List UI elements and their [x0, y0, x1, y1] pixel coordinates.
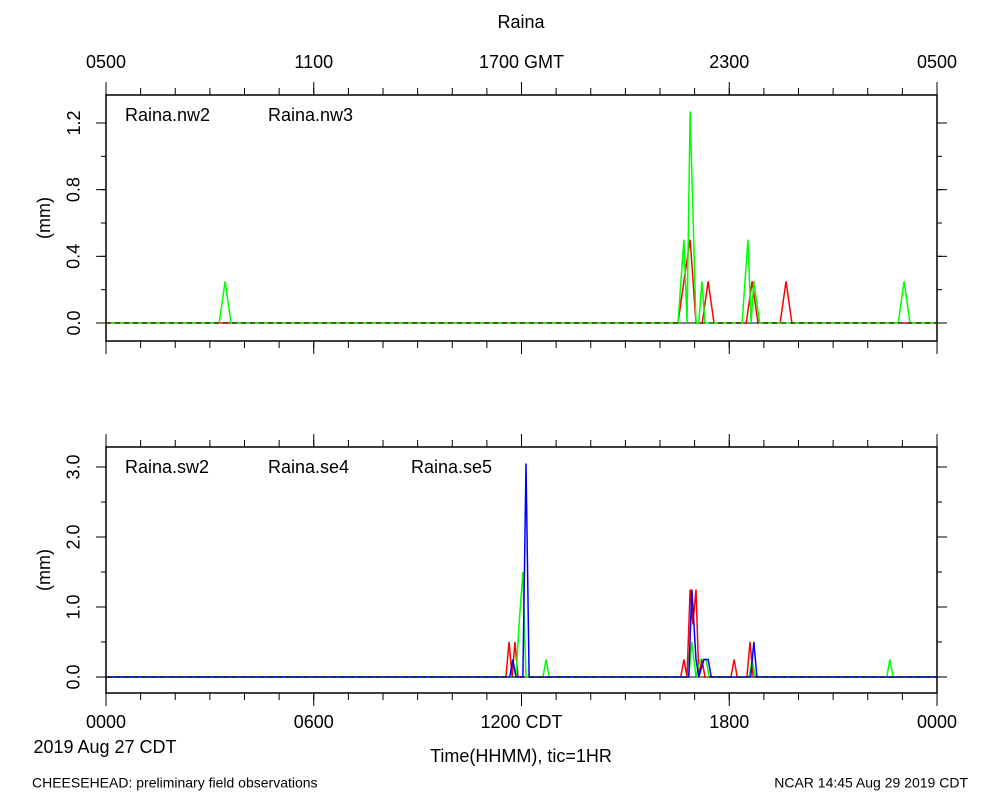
legend-entry: Raina.sw2 — [125, 457, 209, 477]
y-axis-label: (mm) — [34, 549, 54, 591]
date-label: 2019 Aug 27 CDT — [33, 737, 176, 757]
x2-tick-label: 2300 — [709, 52, 749, 72]
series-line — [106, 463, 937, 678]
plot-frame — [105, 94, 938, 342]
chart-title: Raina — [497, 12, 545, 32]
y-tick-label: 1.2 — [64, 110, 84, 135]
x-axis-label: Time(HHMM), tic=1HR — [430, 746, 612, 766]
x2-tick-label: 0500 — [917, 52, 957, 72]
series-line — [106, 239, 937, 324]
y-tick-label: 3.0 — [64, 455, 84, 480]
legend-entry: Raina.nw2 — [125, 105, 210, 125]
footer-left: CHEESEHEAD: preliminary field observatio… — [32, 775, 318, 791]
series-line — [106, 111, 937, 324]
footer-right: NCAR 14:45 Aug 29 2019 CDT — [774, 775, 968, 791]
x2-tick-label: 1100 — [294, 52, 333, 72]
x-tick-label: 0000 — [86, 712, 126, 732]
y-tick-label: 2.0 — [64, 524, 84, 549]
plot-frame — [105, 446, 938, 694]
x-tick-label: 1800 — [709, 712, 749, 732]
y-tick-label: 0.0 — [64, 664, 84, 689]
series-line — [106, 589, 937, 678]
legend-entry: Raina.se4 — [268, 457, 349, 477]
y-tick-label: 0.4 — [64, 244, 84, 269]
x-tick-label: 0000 — [917, 712, 957, 732]
x-tick-label: 0600 — [294, 712, 334, 732]
x2-tick-label: 0500 — [86, 52, 126, 72]
legend-entry: Raina.se5 — [411, 457, 492, 477]
y-axis-label: (mm) — [34, 197, 54, 239]
y-tick-label: 0.8 — [64, 177, 84, 202]
legend-entry: Raina.nw3 — [268, 105, 353, 125]
x2-tick-label: 1700 GMT — [479, 52, 564, 72]
x-tick-label: 1200 CDT — [480, 712, 562, 732]
y-tick-label: 0.0 — [64, 310, 84, 335]
y-tick-label: 1.0 — [64, 594, 84, 619]
series-line — [106, 571, 937, 678]
